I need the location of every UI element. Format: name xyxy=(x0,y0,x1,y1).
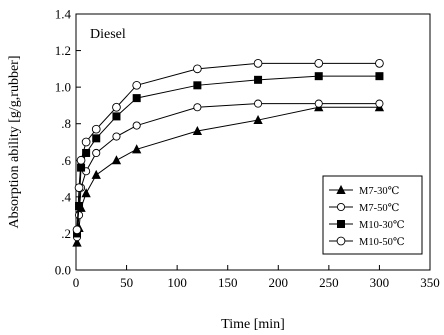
axes: 0 50 100 150 200 250 300 350 0.0 .2 .4 .6 .8 1.0 1.2 1.… xyxy=(55,7,440,291)
data-point xyxy=(81,137,91,147)
x-axis-label: Time [min] xyxy=(221,317,285,332)
data-point xyxy=(314,59,324,68)
legend-label: M7-50℃ xyxy=(359,203,400,214)
x-tick-label: 250 xyxy=(319,275,339,290)
series-layer xyxy=(72,59,385,247)
data-point xyxy=(92,134,101,143)
y-tick-label: .4 xyxy=(61,189,71,204)
y-tick-label: 1.4 xyxy=(55,7,72,22)
y-axis-label: Absorption ability [g/g,rubber] xyxy=(7,55,22,228)
legend-label: M7-30℃ xyxy=(359,186,400,197)
data-point xyxy=(112,112,121,121)
legend: M7-30℃ M7-50℃ M10-30℃ M10-50℃ xyxy=(322,175,423,255)
data-point xyxy=(76,155,86,165)
data-point xyxy=(375,72,384,81)
legend-label: M10-50℃ xyxy=(359,237,405,248)
legend-item: M10-30℃ xyxy=(329,219,405,231)
plot-frame xyxy=(75,13,431,271)
data-point xyxy=(132,144,142,154)
data-point xyxy=(92,148,101,158)
x-tick-label: 150 xyxy=(218,275,238,290)
legend-label: M10-30℃ xyxy=(359,220,405,231)
data-point xyxy=(193,103,202,112)
data-point xyxy=(193,81,202,90)
data-point xyxy=(112,132,121,141)
data-point xyxy=(192,125,203,136)
x-tick-label: 200 xyxy=(269,275,289,290)
legend-marker xyxy=(336,202,346,212)
data-point xyxy=(375,99,384,108)
data-point xyxy=(91,124,101,134)
x-tick-label: 100 xyxy=(167,275,187,290)
y-tick-label: .2 xyxy=(61,226,71,241)
data-point xyxy=(91,169,101,179)
legend-item: M7-30℃ xyxy=(329,184,400,197)
data-point xyxy=(314,72,323,81)
x-tick-label: 300 xyxy=(370,275,390,290)
data-point xyxy=(254,99,263,108)
data-point xyxy=(82,148,91,157)
y-tick-label: 0.0 xyxy=(55,263,71,278)
y-tick-label: .8 xyxy=(61,116,71,131)
legend-marker xyxy=(336,236,346,246)
data-point xyxy=(72,237,82,247)
y-tick-label: 1.2 xyxy=(55,43,71,58)
data-point xyxy=(111,155,122,165)
data-point xyxy=(253,114,263,125)
data-point xyxy=(254,75,263,84)
x-tick-label: 0 xyxy=(73,275,80,290)
data-point xyxy=(75,201,84,210)
legend-marker xyxy=(336,184,346,195)
legend-item: M7-50℃ xyxy=(329,202,400,214)
legend-marker xyxy=(336,219,345,228)
series-4 xyxy=(72,59,384,235)
data-point xyxy=(314,99,323,108)
x-tick-label: 50 xyxy=(120,275,133,290)
y-tick-label: .6 xyxy=(61,153,71,168)
data-point xyxy=(193,64,202,74)
data-point xyxy=(375,59,384,68)
data-point xyxy=(81,188,91,198)
x-tick-label: 350 xyxy=(420,275,440,290)
data-point xyxy=(132,80,142,90)
legend-item: M10-50℃ xyxy=(329,236,405,248)
data-point xyxy=(112,102,121,112)
data-point xyxy=(132,94,141,103)
y-tick-label: 1.0 xyxy=(55,80,71,95)
data-point xyxy=(253,59,263,68)
data-point xyxy=(74,183,84,193)
data-point xyxy=(72,225,82,235)
data-point xyxy=(132,121,141,130)
chart-annotation: Diesel xyxy=(90,27,126,42)
